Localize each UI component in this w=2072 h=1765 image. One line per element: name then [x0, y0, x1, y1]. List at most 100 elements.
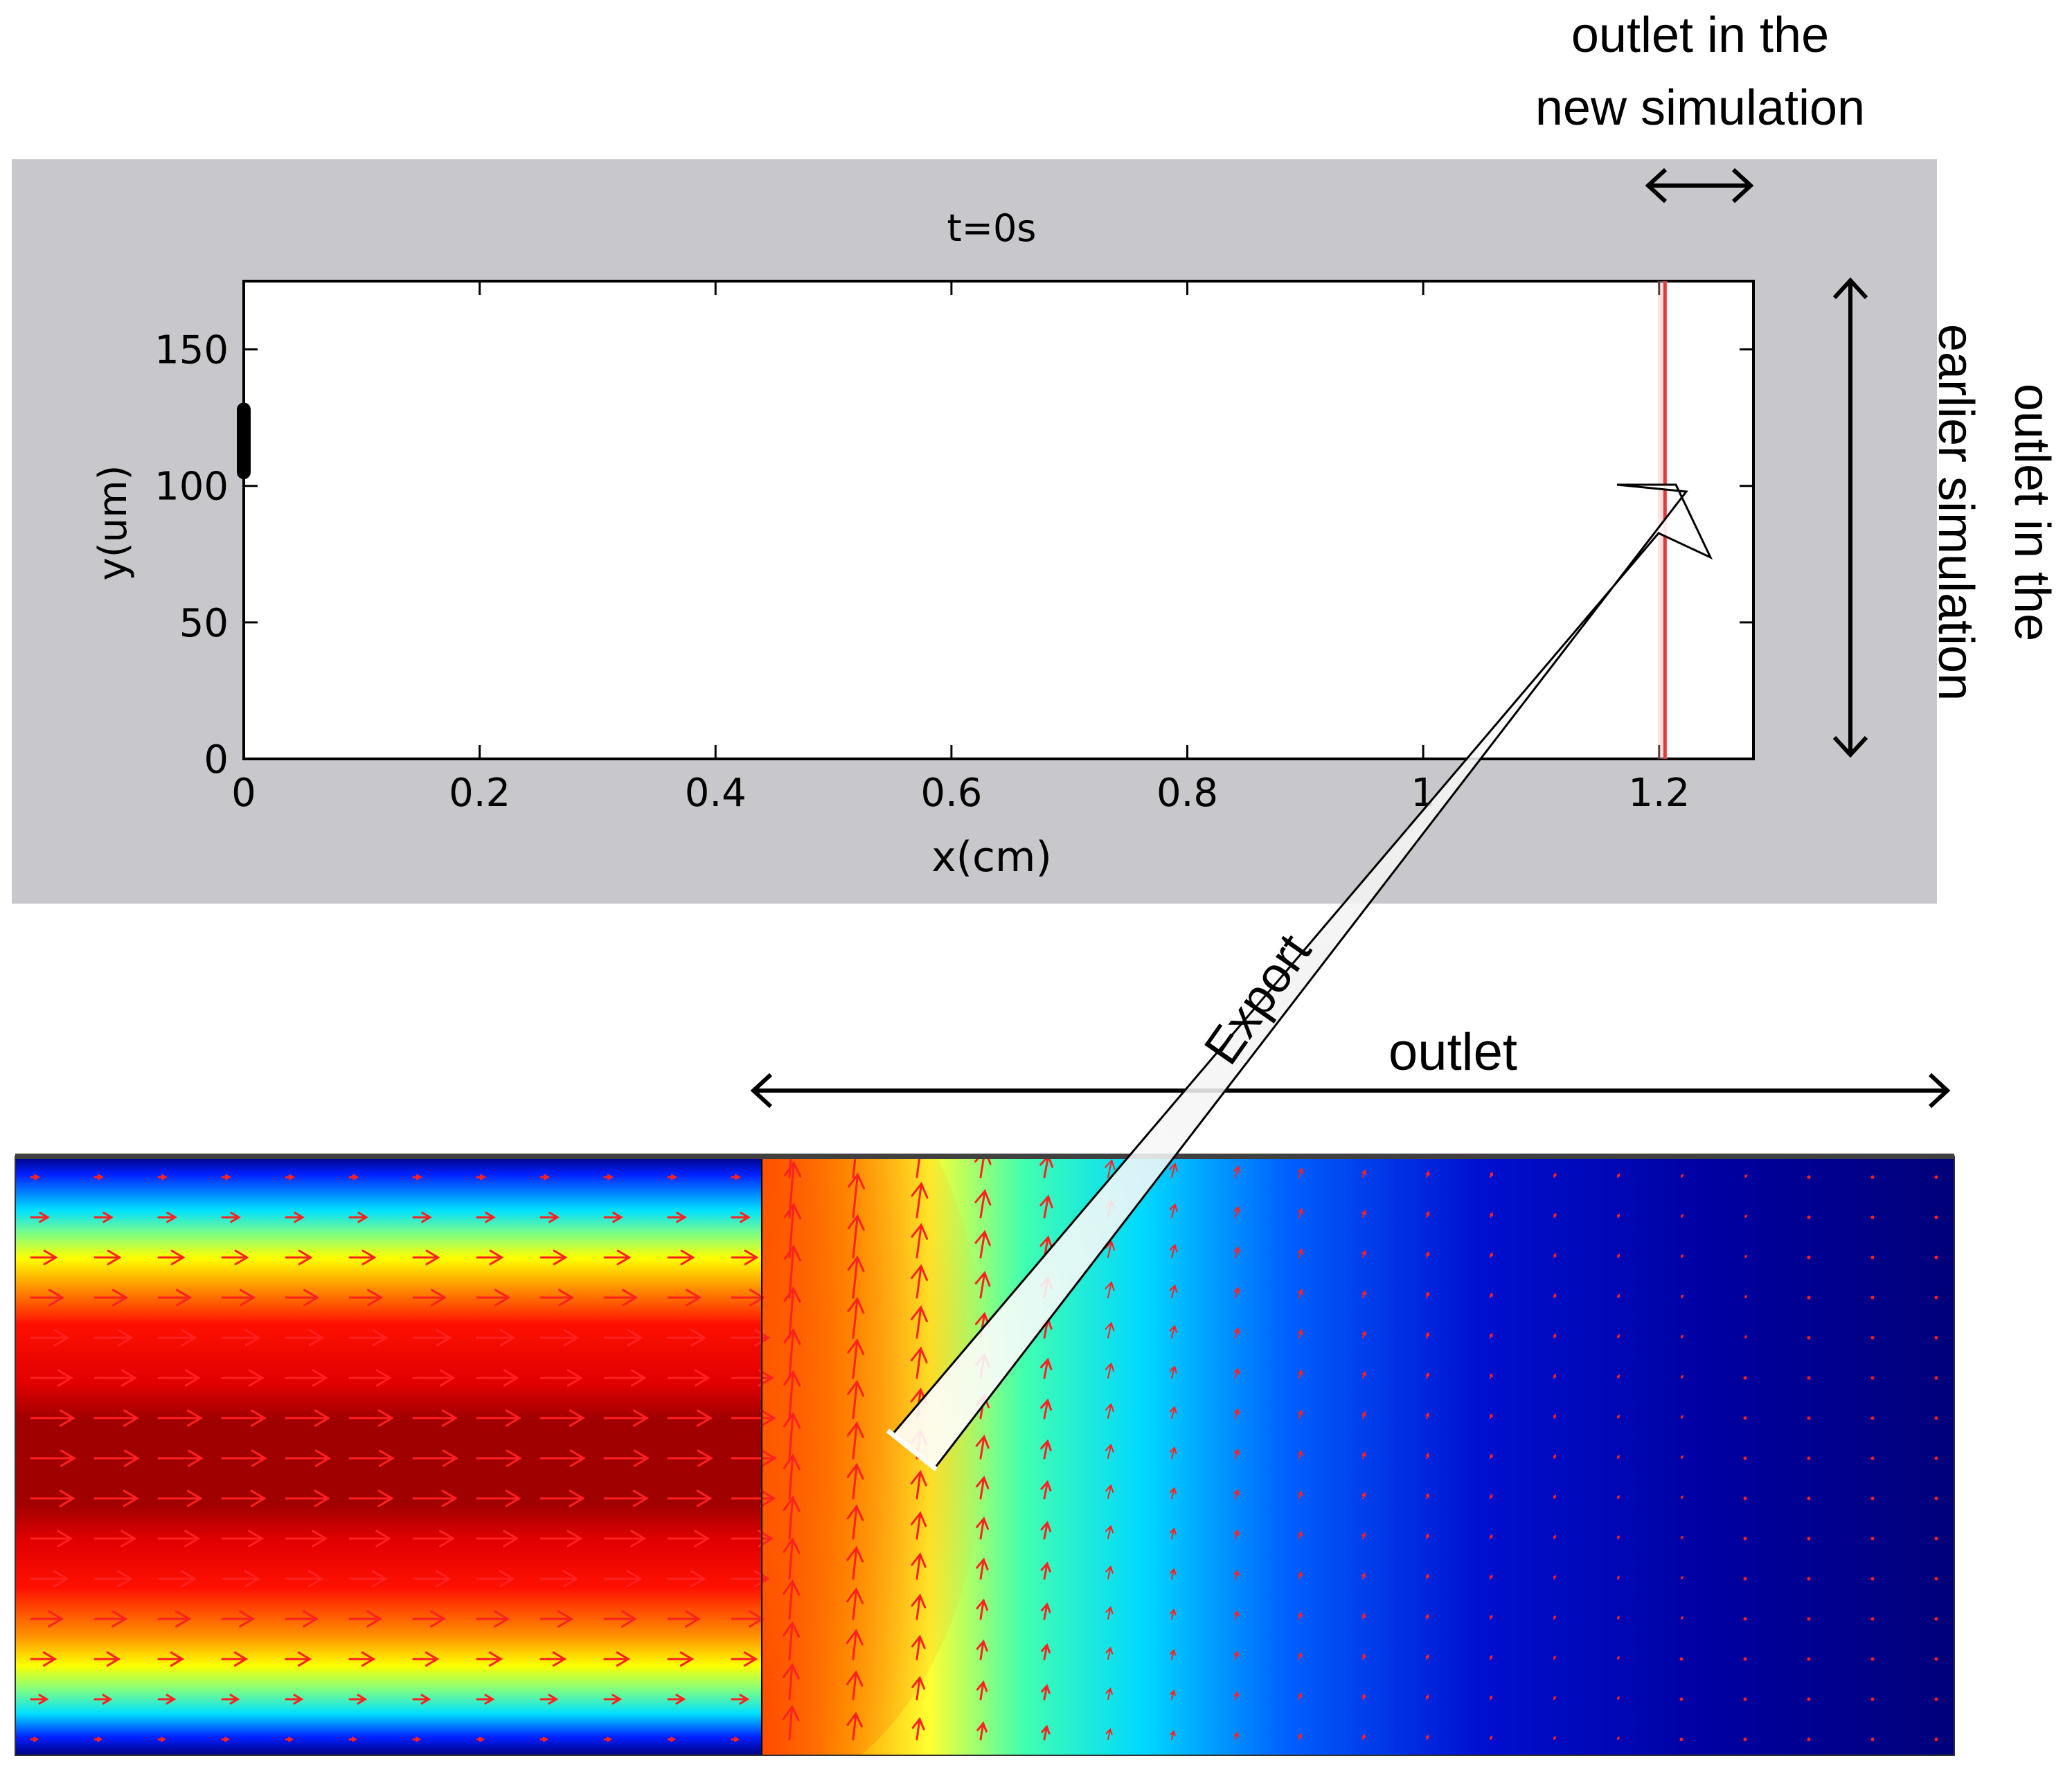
velocity-arrow — [731, 1694, 750, 1705]
velocity-arrow — [910, 1469, 927, 1500]
velocity-arrow — [412, 1489, 458, 1507]
velocity-arrow — [348, 1409, 395, 1427]
velocity-arrow — [1617, 1615, 1620, 1620]
earlier-outlet-label-line1: outlet in the — [2004, 384, 2060, 641]
velocity-arrow — [603, 1409, 650, 1427]
velocity-arrow — [782, 1663, 800, 1701]
velocity-arrow — [157, 1174, 168, 1181]
velocity-arrow — [221, 1530, 265, 1548]
velocity-arrow — [1489, 1453, 1493, 1459]
velocity-arrow — [1681, 1575, 1684, 1579]
velocity-arrow — [1681, 1374, 1684, 1379]
velocity-arrow — [1425, 1735, 1429, 1740]
velocity-arrow — [1934, 1376, 1938, 1380]
velocity-arrow — [1553, 1333, 1557, 1338]
velocity-arrow — [1298, 1732, 1303, 1740]
velocity-arrow — [157, 1211, 177, 1224]
earlier-outlet-label-line2: earlier simulation — [1928, 324, 1983, 701]
velocity-arrow — [1807, 1255, 1811, 1260]
velocity-arrow — [976, 1598, 989, 1620]
velocity-arrow — [348, 1610, 383, 1628]
velocity-arrow — [1361, 1491, 1366, 1499]
velocity-arrow — [476, 1570, 515, 1588]
velocity-arrow — [1870, 1296, 1875, 1300]
velocity-arrow — [1105, 1565, 1114, 1579]
velocity-arrow — [30, 1289, 65, 1307]
velocity-arrow — [1233, 1368, 1240, 1379]
velocity-arrow — [1040, 1439, 1052, 1460]
velocity-arrow — [976, 1516, 989, 1540]
velocity-arrow — [539, 1489, 585, 1507]
velocity-arrow — [1553, 1253, 1557, 1258]
velocity-arrow — [30, 1369, 73, 1387]
velocity-arrow — [1743, 1416, 1747, 1420]
velocity-arrow — [846, 1711, 863, 1741]
x-tick-label: 0 — [231, 771, 256, 816]
simulation-field — [15, 1156, 1954, 1755]
new-outlet-double-arrow — [1645, 168, 1754, 204]
velocity-arrow — [667, 1489, 713, 1507]
velocity-arrow — [221, 1737, 231, 1742]
velocity-arrow — [93, 1489, 139, 1507]
velocity-arrow — [1681, 1415, 1684, 1419]
velocity-arrow — [1870, 1456, 1875, 1460]
velocity-arrow — [1681, 1294, 1684, 1298]
velocity-arrow — [1297, 1208, 1304, 1218]
velocity-arrow — [976, 1721, 988, 1741]
velocity-arrow — [412, 1449, 458, 1467]
velocity-arrow — [1233, 1165, 1241, 1178]
velocity-arrow — [1743, 1577, 1747, 1581]
velocity-arrow — [285, 1610, 319, 1628]
velocity-arrow — [476, 1289, 511, 1307]
velocity-arrow — [1870, 1215, 1875, 1219]
velocity-arrow — [1361, 1451, 1366, 1459]
velocity-arrow — [783, 1579, 801, 1620]
velocity-arrow — [974, 1271, 991, 1299]
velocity-arrow — [1679, 1657, 1684, 1661]
velocity-arrow — [1040, 1602, 1051, 1620]
velocity-arrow — [476, 1211, 496, 1224]
velocity-arrow — [1807, 1416, 1811, 1420]
velocity-arrow — [1807, 1697, 1811, 1701]
velocity-arrow — [1553, 1373, 1557, 1379]
velocity-arrow — [1361, 1250, 1367, 1258]
velocity-arrow — [911, 1552, 927, 1580]
velocity-arrow — [1425, 1291, 1430, 1298]
velocity-arrow — [1170, 1527, 1177, 1539]
velocity-arrow — [1105, 1606, 1114, 1620]
velocity-arrow — [1297, 1369, 1303, 1379]
velocity-arrow — [285, 1369, 328, 1387]
velocity-arrow — [285, 1570, 324, 1588]
x-tick-label: 0.6 — [920, 771, 982, 816]
velocity-arrow — [1169, 1487, 1177, 1499]
velocity-arrow — [1233, 1691, 1240, 1700]
velocity-arrow — [1681, 1254, 1684, 1258]
velocity-arrow — [1297, 1248, 1303, 1258]
velocity-arrow — [1233, 1408, 1240, 1419]
velocity-arrow — [1105, 1158, 1116, 1178]
outlet-double-arrow — [750, 1073, 1951, 1109]
velocity-arrow — [731, 1651, 758, 1667]
velocity-arrow — [1105, 1647, 1114, 1660]
velocity-arrow — [1298, 1531, 1303, 1539]
velocity-arrow — [1105, 1443, 1114, 1459]
velocity-arrow — [1105, 1321, 1115, 1338]
velocity-arrow — [348, 1289, 384, 1307]
velocity-arrow — [1870, 1657, 1875, 1661]
velocity-arrow — [1170, 1730, 1176, 1740]
velocity-arrow — [1617, 1253, 1620, 1258]
velocity-arrow — [1870, 1617, 1875, 1621]
velocity-arrow — [603, 1737, 613, 1742]
velocity-arrow — [1425, 1372, 1430, 1379]
velocity-arrow — [1934, 1296, 1938, 1300]
velocity-arrow — [731, 1449, 777, 1467]
velocity-arrow — [1489, 1292, 1493, 1298]
velocity-arrow — [603, 1211, 623, 1224]
velocity-arrow — [603, 1489, 649, 1507]
velocity-arrow — [1361, 1532, 1366, 1539]
velocity-arrow — [539, 1737, 549, 1742]
velocity-arrow — [1553, 1413, 1557, 1419]
velocity-arrow — [1681, 1535, 1684, 1539]
earlier-outlet-annotation: outlet in the earlier simulation — [1832, 277, 2060, 758]
